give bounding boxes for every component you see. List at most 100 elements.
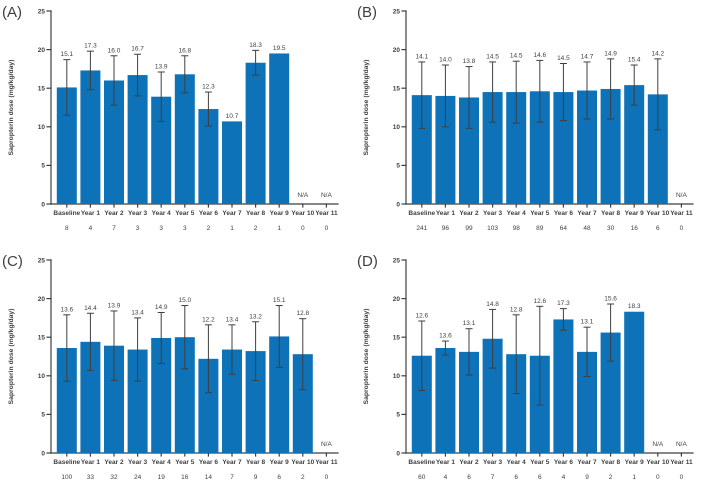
bar: [127, 75, 148, 205]
bar: [151, 337, 172, 453]
bar-value-label: 12.8: [296, 310, 309, 317]
bar: [56, 348, 77, 453]
y-tick-label: 10: [38, 124, 46, 131]
x-category-label: Year 10: [646, 459, 669, 466]
bar-value-label: 19.5: [273, 45, 286, 52]
bar-value-label: 14.7: [581, 53, 594, 60]
x-category-label: Year 10: [646, 210, 669, 217]
x-category-label: Year 2: [459, 459, 479, 466]
bar: [411, 355, 432, 453]
x-category-label: Year 11: [670, 210, 693, 217]
chart-panel-b: (B) Sapropterin dose (mg/kg/day) 0 5 10 15 20 2…: [355, 0, 709, 249]
n-value: 0: [301, 225, 305, 232]
n-value: 98: [513, 225, 521, 232]
y-tick-label: 5: [396, 163, 400, 170]
n-value: 0: [680, 474, 684, 481]
x-category-label: Year 9: [625, 210, 645, 217]
n-value: 0: [656, 474, 660, 481]
y-tick-label: 25: [393, 8, 401, 15]
panel-letter: (B): [357, 4, 377, 21]
n-value: 7: [491, 474, 495, 481]
x-category-label: Year 8: [601, 210, 621, 217]
n-value: 0: [680, 225, 684, 232]
x-category-label: Year 9: [270, 459, 290, 466]
bar: [151, 96, 172, 204]
x-category-label: Year 7: [577, 459, 597, 466]
bar: [553, 92, 574, 204]
n-value: 24: [134, 474, 142, 481]
bar: [104, 345, 124, 453]
x-category-label: Year 8: [246, 210, 266, 217]
y-tick-label: 15: [38, 335, 46, 342]
x-category-label: Year 5: [175, 210, 195, 217]
n-value: 7: [112, 225, 116, 232]
n-value: 1: [230, 225, 234, 232]
error-bars: [63, 305, 307, 394]
bar-value-label: 13.6: [60, 306, 73, 313]
bar-chart: (B) Sapropterin dose (mg/kg/day) 0 5 10 15 20 2…: [357, 4, 694, 232]
bar-value-label: 13.4: [131, 309, 144, 316]
x-category-label: Year 6: [554, 459, 574, 466]
bar: [647, 94, 668, 204]
n-value: 32: [110, 474, 118, 481]
bar: [600, 88, 621, 204]
bar-value-label: 14.4: [84, 305, 97, 312]
x-category-label: Year 3: [128, 210, 148, 217]
y-axis-title: Sapropterin dose (mg/kg/day): [363, 60, 370, 156]
n-value: 60: [418, 474, 426, 481]
bar: [482, 338, 503, 453]
na-label: N/A: [676, 192, 688, 199]
na-label: N/A: [321, 192, 333, 199]
bar-value-label: 12.6: [415, 312, 428, 319]
x-category-label: Year 2: [104, 210, 124, 217]
n-value: 100: [61, 474, 72, 481]
y-tick-label: 15: [393, 335, 401, 342]
n-value: 6: [656, 225, 660, 232]
bar-chart: (C)Sapropterin dose (mg/kg/day)051015202…: [2, 253, 339, 481]
bar: [435, 95, 456, 204]
n-value: 64: [560, 225, 568, 232]
y-tick-label: 10: [393, 124, 401, 131]
bar-value-label: 15.1: [273, 297, 286, 304]
bars: [56, 336, 313, 453]
bar: [104, 80, 124, 204]
bar-value-label: 17.3: [84, 43, 97, 50]
n-value: 2: [301, 474, 305, 481]
bar-value-label: 14.9: [604, 50, 617, 57]
y-tick-label: 5: [41, 412, 45, 419]
y-tick-label: 0: [396, 201, 400, 208]
bar-value-label: 17.3: [557, 300, 570, 307]
bar: [411, 95, 432, 204]
n-value: 30: [607, 225, 615, 232]
x-category-label: Year 3: [483, 459, 503, 466]
bar-value-label: 18.3: [628, 303, 641, 310]
n-value: 8: [65, 225, 69, 232]
bar: [222, 121, 242, 204]
bar-value-label: 14.1: [415, 53, 428, 60]
n-value: 3: [159, 225, 163, 232]
n-value: 16: [631, 225, 639, 232]
n-value: 6: [514, 474, 518, 481]
bar-value-label: 15.6: [604, 296, 617, 303]
bar-value-label: 12.3: [202, 84, 215, 91]
n-value: 2: [254, 225, 258, 232]
chart-panel-a: (A) Sapropterin dose (mg/kg/day) 0 5 10 15 20 2…: [0, 0, 354, 249]
n-value: 96: [442, 225, 450, 232]
bars: [411, 85, 668, 204]
x-category-label: Year 7: [222, 210, 242, 217]
x-category-label: Baseline: [408, 210, 435, 217]
bar: [245, 62, 266, 204]
chart-panel-d: (D) Sapropterin dose (mg/kg/day) 0 5 10 15 20 2…: [355, 249, 709, 498]
x-category-label: Year 4: [152, 459, 172, 466]
chart-panel-c: (C) Sapropterin dose (mg/kg/day) 0 5 10 15 20 2…: [0, 249, 354, 498]
bar-value-label: 16.8: [178, 47, 191, 54]
n-value: 3: [136, 225, 140, 232]
bar: [245, 351, 266, 453]
x-category-label: Year 9: [625, 459, 645, 466]
n-value: 241: [416, 225, 427, 232]
bar: [435, 348, 456, 453]
n-value: 6: [467, 474, 471, 481]
bar-value-label: 14.2: [651, 50, 664, 57]
n-value: 6: [538, 474, 542, 481]
